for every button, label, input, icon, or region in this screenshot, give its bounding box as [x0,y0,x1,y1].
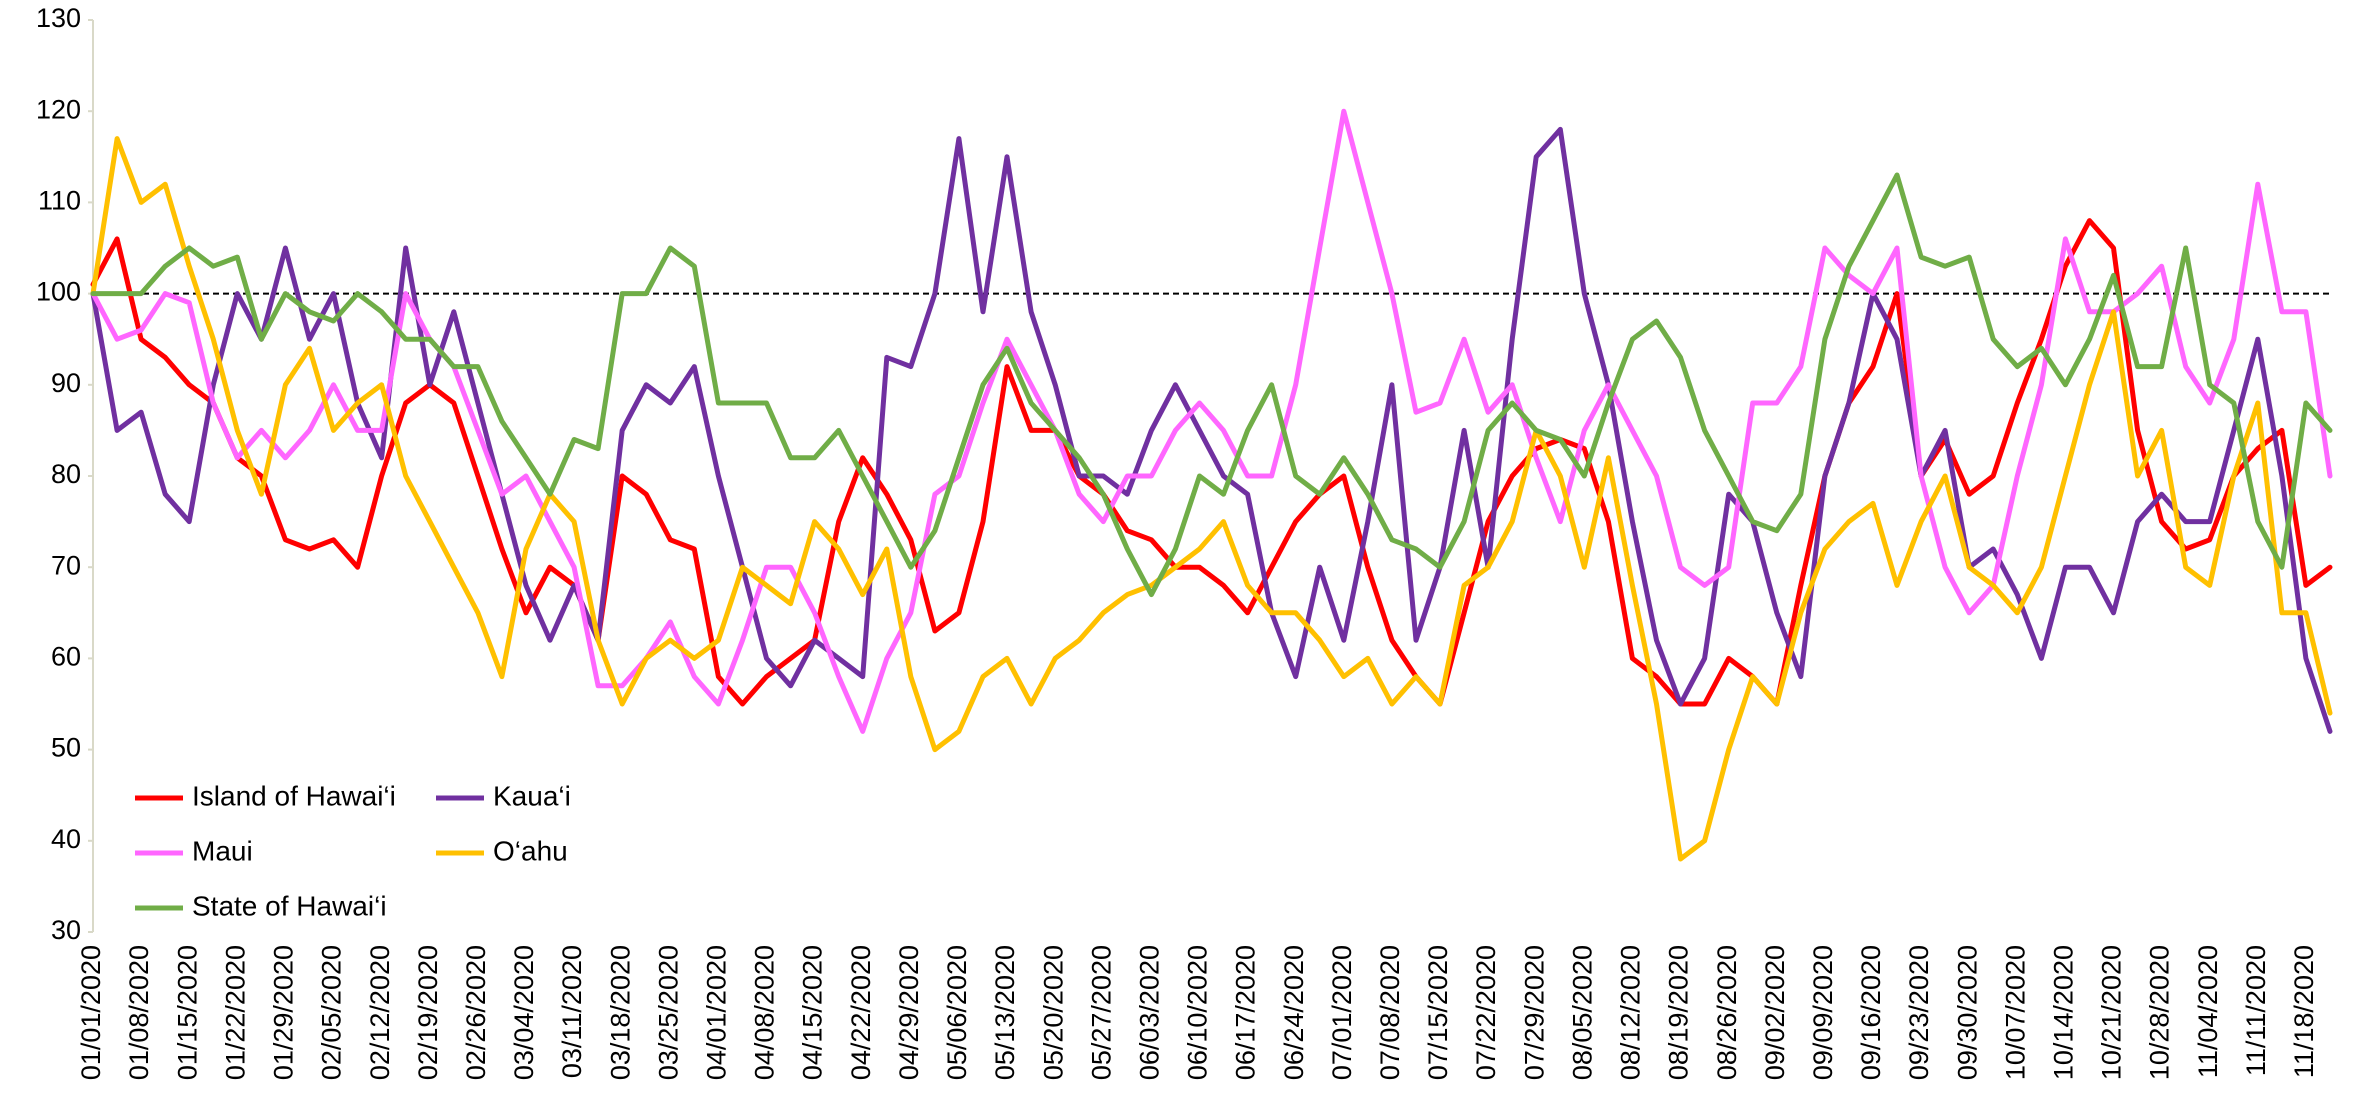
x-tick-label: 06/17/2020 [1231,945,1261,1080]
legend-label: Kaua‘i [493,780,571,811]
x-tick-label: 07/15/2020 [1423,945,1453,1080]
x-tick-label: 05/20/2020 [1038,945,1068,1080]
y-tick-label: 90 [51,368,81,398]
y-tick-label: 100 [36,277,81,307]
y-tick-label: 80 [51,459,81,489]
x-tick-label: 10/28/2020 [2145,945,2175,1080]
series-line [90,218,2333,707]
legend-label: Maui [192,835,253,866]
x-tick-label: 04/15/2020 [798,945,828,1080]
x-tick-label: 03/11/2020 [557,945,587,1078]
series-line [90,126,2333,734]
x-tick-label: 07/29/2020 [1519,945,1549,1080]
y-tick-label: 60 [51,642,81,672]
series-line [90,172,2333,598]
x-tick-label: 01/08/2020 [124,945,154,1080]
y-tick-label: 70 [51,550,81,580]
x-tick-label: 11/11/2020 [2241,945,2271,1076]
x-tick-label: 08/05/2020 [1567,945,1597,1080]
x-tick-label: 04/29/2020 [894,945,924,1080]
x-tick-label: 03/25/2020 [653,945,683,1080]
x-tick-label: 05/27/2020 [1086,945,1116,1080]
x-tick-label: 09/23/2020 [1904,945,1934,1080]
x-tick-label: 08/26/2020 [1712,945,1742,1080]
y-tick-label: 50 [51,733,81,763]
x-tick-label: 03/04/2020 [509,945,539,1080]
x-tick-label: 05/06/2020 [942,945,972,1080]
y-tick-label: 120 [36,94,81,124]
x-tick-label: 04/08/2020 [750,945,780,1080]
x-tick-label: 03/18/2020 [605,945,635,1080]
x-tick-label: 10/14/2020 [2049,945,2079,1080]
legend-label: State of Hawai‘i [192,890,387,921]
x-tick-label: 01/29/2020 [269,945,299,1080]
x-tick-label: 10/21/2020 [2097,945,2127,1080]
x-tick-label: 09/30/2020 [1952,945,1982,1080]
series-line [90,136,2333,862]
x-tick-label: 06/24/2020 [1279,945,1309,1080]
legend-label: Island of Hawai‘i [192,780,396,811]
x-tick-label: 06/10/2020 [1183,945,1213,1080]
x-tick-label: 01/01/2020 [76,945,106,1080]
y-tick-label: 30 [51,915,81,945]
x-tick-label: 02/12/2020 [365,945,395,1080]
x-tick-label: 09/16/2020 [1856,945,1886,1080]
x-tick-label: 02/19/2020 [413,945,443,1080]
x-tick-label: 06/03/2020 [1134,945,1164,1080]
x-tick-label: 11/18/2020 [2289,945,2319,1078]
y-tick-label: 110 [38,186,81,216]
x-tick-label: 04/22/2020 [846,945,876,1080]
x-tick-label: 11/04/2020 [2193,945,2223,1078]
x-tick-label: 09/02/2020 [1760,945,1790,1080]
x-tick-label: 08/12/2020 [1616,945,1646,1080]
series-line [90,108,2333,734]
x-tick-label: 05/13/2020 [990,945,1020,1080]
y-tick-label: 40 [51,824,81,854]
legend-label: O‘ahu [493,835,568,866]
x-tick-label: 01/15/2020 [172,945,202,1080]
y-tick-label: 130 [36,3,81,33]
x-tick-label: 08/19/2020 [1664,945,1694,1080]
x-tick-label: 01/22/2020 [220,945,250,1080]
x-tick-label: 10/07/2020 [2000,945,2030,1080]
x-tick-label: 07/22/2020 [1471,945,1501,1080]
x-tick-label: 04/01/2020 [702,945,732,1080]
x-tick-label: 07/01/2020 [1327,945,1357,1080]
x-tick-label: 02/05/2020 [317,945,347,1080]
x-tick-label: 07/08/2020 [1375,945,1405,1080]
x-tick-label: 02/26/2020 [461,945,491,1080]
x-tick-label: 09/09/2020 [1808,945,1838,1080]
